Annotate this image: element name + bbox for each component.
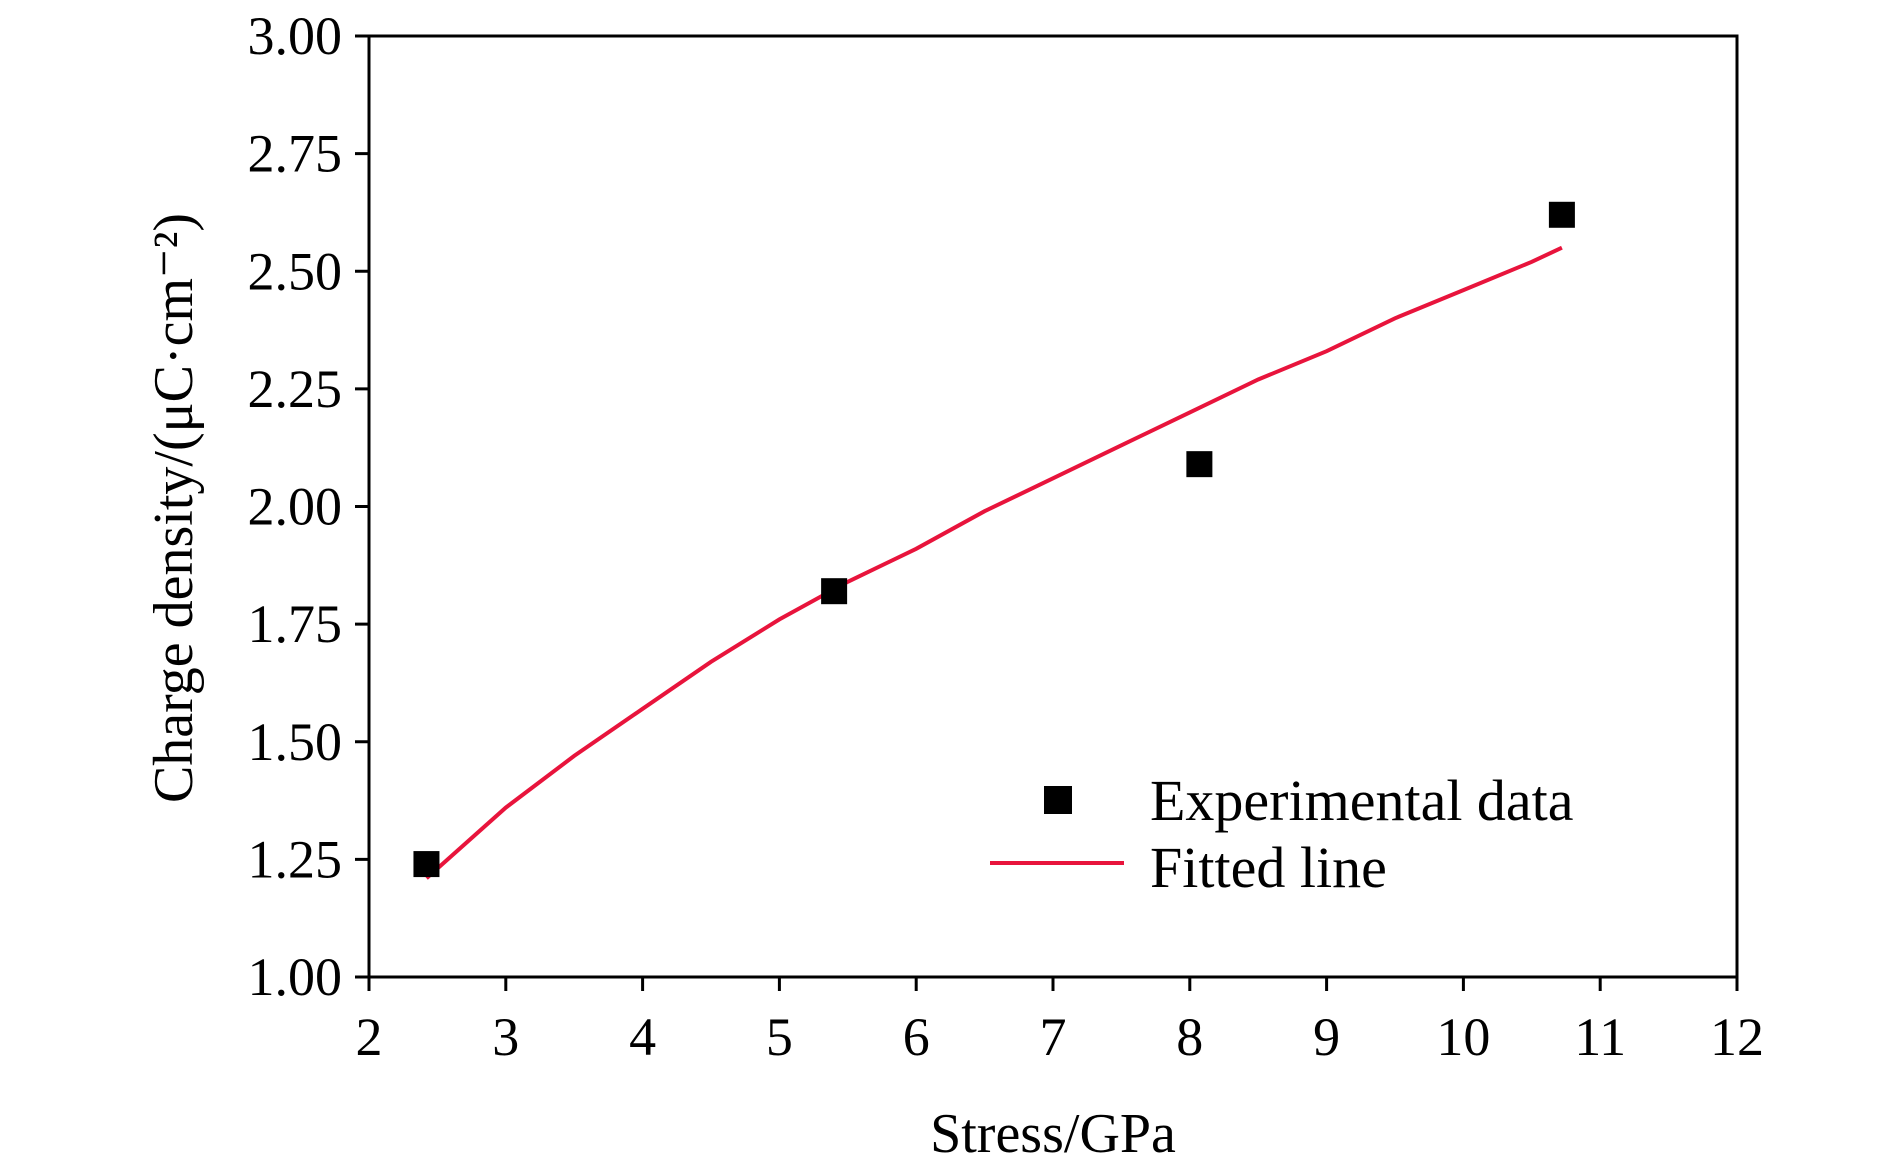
experimental-point: [1548, 201, 1575, 228]
fitted-line: [425, 245, 1563, 880]
x-tick-label: 8: [1176, 1007, 1203, 1067]
legend: Experimental data Fitted line: [990, 768, 1574, 900]
x-tick-label: 2: [356, 1007, 383, 1067]
x-tick-label: 5: [766, 1007, 793, 1067]
x-tick-label: 9: [1313, 1007, 1340, 1067]
y-axis-title: Charge density/(μC·cm⁻²): [143, 213, 205, 803]
series-layer: [413, 201, 1575, 880]
experimental-point: [821, 578, 848, 605]
y-tick-label: 1.25: [248, 829, 343, 889]
x-tick-label: 6: [903, 1007, 930, 1067]
y-tick-label: 3.00: [248, 6, 343, 66]
x-tick-label: 10: [1436, 1007, 1490, 1067]
experimental-point: [413, 851, 440, 878]
x-tick-label: 11: [1574, 1007, 1626, 1067]
x-tick-label: 3: [492, 1007, 519, 1067]
legend-label-experimental: Experimental data: [1150, 768, 1574, 833]
y-tick-label: 1.50: [248, 712, 343, 772]
y-tick-label: 2.25: [248, 359, 343, 419]
x-axis-title: Stress/GPa: [930, 1103, 1176, 1165]
plot-frame: [367, 34, 1739, 979]
y-axis-ticks: 1.00 1.25 1.50 1.75 2.00 2.25 2.50 2.75 3.00: [248, 6, 369, 1007]
legend-label-fitted: Fitted line: [1150, 835, 1387, 900]
x-tick-label: 12: [1710, 1007, 1764, 1067]
x-tick-label: 4: [629, 1007, 656, 1067]
y-tick-label: 1.75: [248, 594, 343, 654]
x-axis-ticks: 2 3 4 5 6 7 8 9 10 11 12: [356, 977, 1764, 1067]
y-tick-label: 2.50: [248, 241, 343, 301]
experimental-point: [1186, 451, 1213, 478]
y-tick-label: 2.75: [248, 124, 343, 184]
legend-marker-experimental: [1044, 786, 1072, 814]
x-tick-label: 7: [1040, 1007, 1067, 1067]
y-tick-label: 1.00: [248, 947, 343, 1007]
y-tick-label: 2.00: [248, 477, 343, 537]
